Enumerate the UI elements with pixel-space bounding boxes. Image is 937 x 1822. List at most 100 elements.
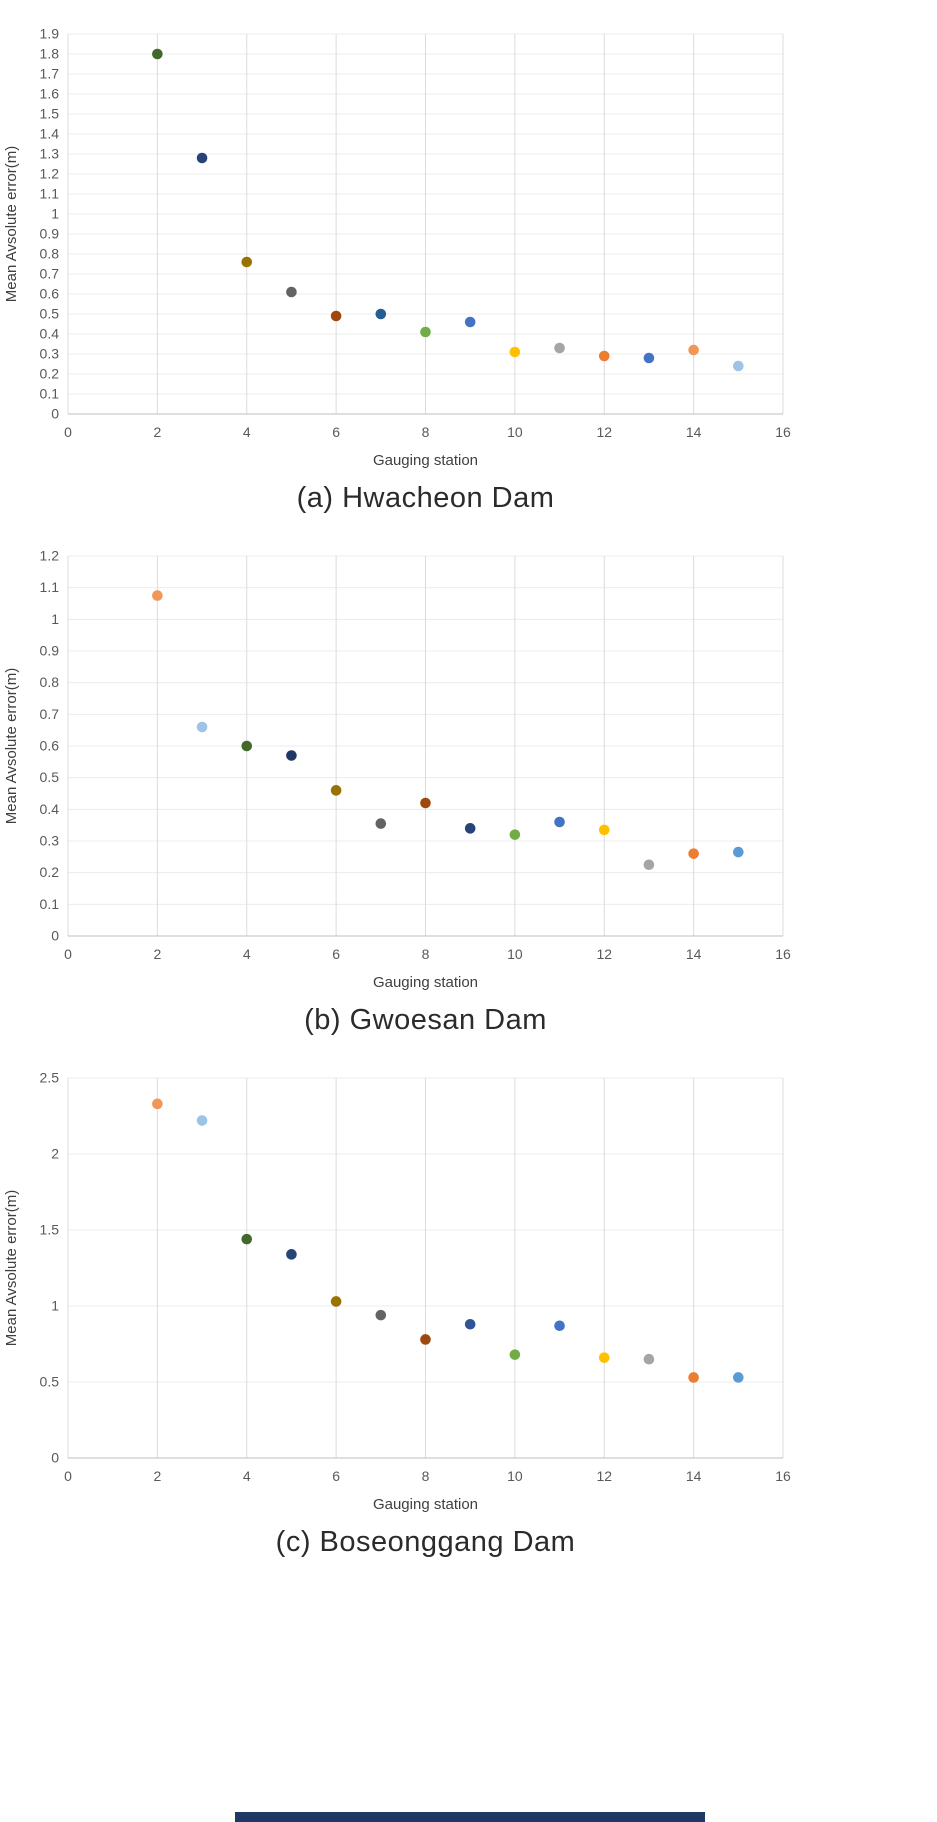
- data-point: [643, 859, 655, 871]
- y-axis-title: Mean Avsolute error(m): [3, 1190, 20, 1346]
- y-tick-label: 0.8: [40, 674, 60, 690]
- x-tick-label: 12: [596, 946, 612, 962]
- x-tick-label: 0: [64, 424, 72, 440]
- scatter-chart-boseonggang: 0 0.5 1 1.5 2 2.5 0 2 4 6 8 10 12 14 16 Gauging station…: [0, 1050, 937, 1522]
- data-point: [643, 352, 655, 364]
- chart-block-hwacheon: 0 0.1 0.2 0.3 0.4 0.5 0.6 0.7 0.8 0.9 1 1.1 1.2 1.3 1.…: [0, 6, 937, 518]
- data-point: [420, 1334, 431, 1345]
- y-tick-label: 0.5: [40, 769, 60, 785]
- x-tick-label: 0: [64, 1468, 72, 1484]
- data-point: [196, 721, 208, 733]
- y-tick-label: 1.2: [40, 166, 60, 182]
- y-tick-label: 0.9: [40, 643, 60, 659]
- data-point: [598, 350, 610, 362]
- x-axis-title: Gauging station: [373, 452, 478, 469]
- data-point: [688, 1372, 699, 1383]
- data-point: [330, 785, 342, 796]
- data-point: [733, 1372, 744, 1383]
- x-tick-label: 10: [507, 1468, 523, 1484]
- y-tick-label: 0.4: [40, 801, 60, 817]
- data-point: [554, 342, 565, 354]
- x-tick-label: 6: [332, 946, 340, 962]
- y-tick-label: 1: [51, 206, 59, 222]
- y-tick-label: 2.5: [40, 1070, 60, 1086]
- y-tick-label: 0.4: [40, 326, 60, 342]
- y-tick-label: 1.6: [40, 86, 60, 102]
- scatter-svg-a: 0 0.1 0.2 0.3 0.4 0.5 0.6 0.7 0.8 0.9 1 1.1 1.2 1.3 1.…: [3, 26, 791, 470]
- y-tick-label: 2: [51, 1146, 59, 1162]
- data-point: [420, 797, 431, 809]
- y-tick-label: 0.3: [40, 833, 60, 849]
- y-tick-label: 0.2: [40, 864, 60, 880]
- scatter-svg-c: 0 0.5 1 1.5 2 2.5 0 2 4 6 8 10 12 14 16 Gauging station…: [3, 1070, 791, 1514]
- data-point: [152, 48, 163, 60]
- x-tick-label: 14: [686, 946, 702, 962]
- x-tick-label: 16: [775, 424, 791, 440]
- scatter-chart-hwacheon: 0 0.1 0.2 0.3 0.4 0.5 0.6 0.7 0.8 0.9 1 1.1 1.2 1.3 1.…: [0, 6, 937, 478]
- y-tick-label: 0.5: [40, 306, 60, 322]
- y-tick-label: 0.1: [40, 386, 60, 402]
- y-tick-label: 0.7: [40, 706, 60, 722]
- data-point: [330, 310, 342, 322]
- chart-caption-hwacheon: (a) Hwacheon Dam: [296, 482, 555, 514]
- y-tick-label: 1.5: [40, 1222, 60, 1238]
- y-tick-label: 0: [51, 406, 59, 422]
- x-tick-label: 2: [153, 424, 161, 440]
- y-tick-label: 0.6: [40, 286, 60, 302]
- y-tick-label: 0.9: [40, 226, 60, 242]
- x-tick-label: 4: [243, 424, 251, 440]
- data-point: [196, 152, 208, 164]
- y-tick-label: 0.3: [40, 346, 60, 362]
- x-tick-label: 10: [507, 424, 523, 440]
- data-point: [733, 846, 744, 858]
- data-point: [509, 829, 521, 840]
- x-tick-label: 8: [422, 1468, 430, 1484]
- x-tick-label: 6: [332, 424, 340, 440]
- data-point: [688, 848, 699, 859]
- data-point: [241, 740, 253, 752]
- data-point: [375, 818, 387, 829]
- y-tick-label: 0.8: [40, 246, 60, 262]
- data-point: [152, 590, 163, 601]
- x-tick-label: 8: [422, 946, 430, 962]
- data-point: [241, 256, 253, 268]
- y-tick-label: 1.4: [40, 126, 60, 142]
- y-tick-label: 1: [51, 1298, 59, 1314]
- x-tick-label: 10: [507, 946, 523, 962]
- x-tick-label: 14: [686, 1468, 702, 1484]
- y-tick-label: 1.1: [40, 186, 60, 202]
- data-point: [464, 316, 476, 328]
- y-tick-label: 0.6: [40, 738, 60, 754]
- y-tick-label: 1.1: [40, 579, 60, 595]
- x-tick-label: 4: [243, 946, 251, 962]
- y-tick-label: 1.2: [40, 548, 60, 564]
- data-point: [286, 1249, 297, 1260]
- cropped-bottom-bar: [235, 1812, 705, 1822]
- x-tick-label: 2: [153, 1468, 161, 1484]
- x-tick-label: 16: [775, 1468, 791, 1484]
- x-tick-label: 0: [64, 946, 72, 962]
- data-point: [152, 1098, 163, 1110]
- data-point: [241, 1233, 253, 1245]
- y-tick-label: 1.8: [40, 46, 60, 62]
- y-tick-label: 0.1: [40, 896, 60, 912]
- data-point: [464, 1318, 476, 1330]
- y-tick-label: 1.5: [40, 106, 60, 122]
- y-tick-label: 0.2: [40, 366, 60, 382]
- x-tick-label: 14: [686, 424, 702, 440]
- data-point: [733, 360, 744, 372]
- data-point: [196, 1115, 208, 1126]
- data-point: [464, 823, 476, 834]
- x-tick-label: 12: [596, 1468, 612, 1484]
- y-axis-title: Mean Avsolute error(m): [3, 668, 20, 824]
- data-point: [375, 1309, 387, 1321]
- x-tick-label: 4: [243, 1468, 251, 1484]
- y-tick-label: 1.9: [40, 26, 60, 42]
- data-point: [554, 816, 565, 828]
- data-point: [509, 1349, 521, 1360]
- y-tick-label: 1.7: [40, 66, 60, 82]
- y-axis-title: Mean Avsolute error(m): [3, 146, 20, 302]
- data-point: [554, 1320, 565, 1332]
- data-point: [509, 346, 521, 358]
